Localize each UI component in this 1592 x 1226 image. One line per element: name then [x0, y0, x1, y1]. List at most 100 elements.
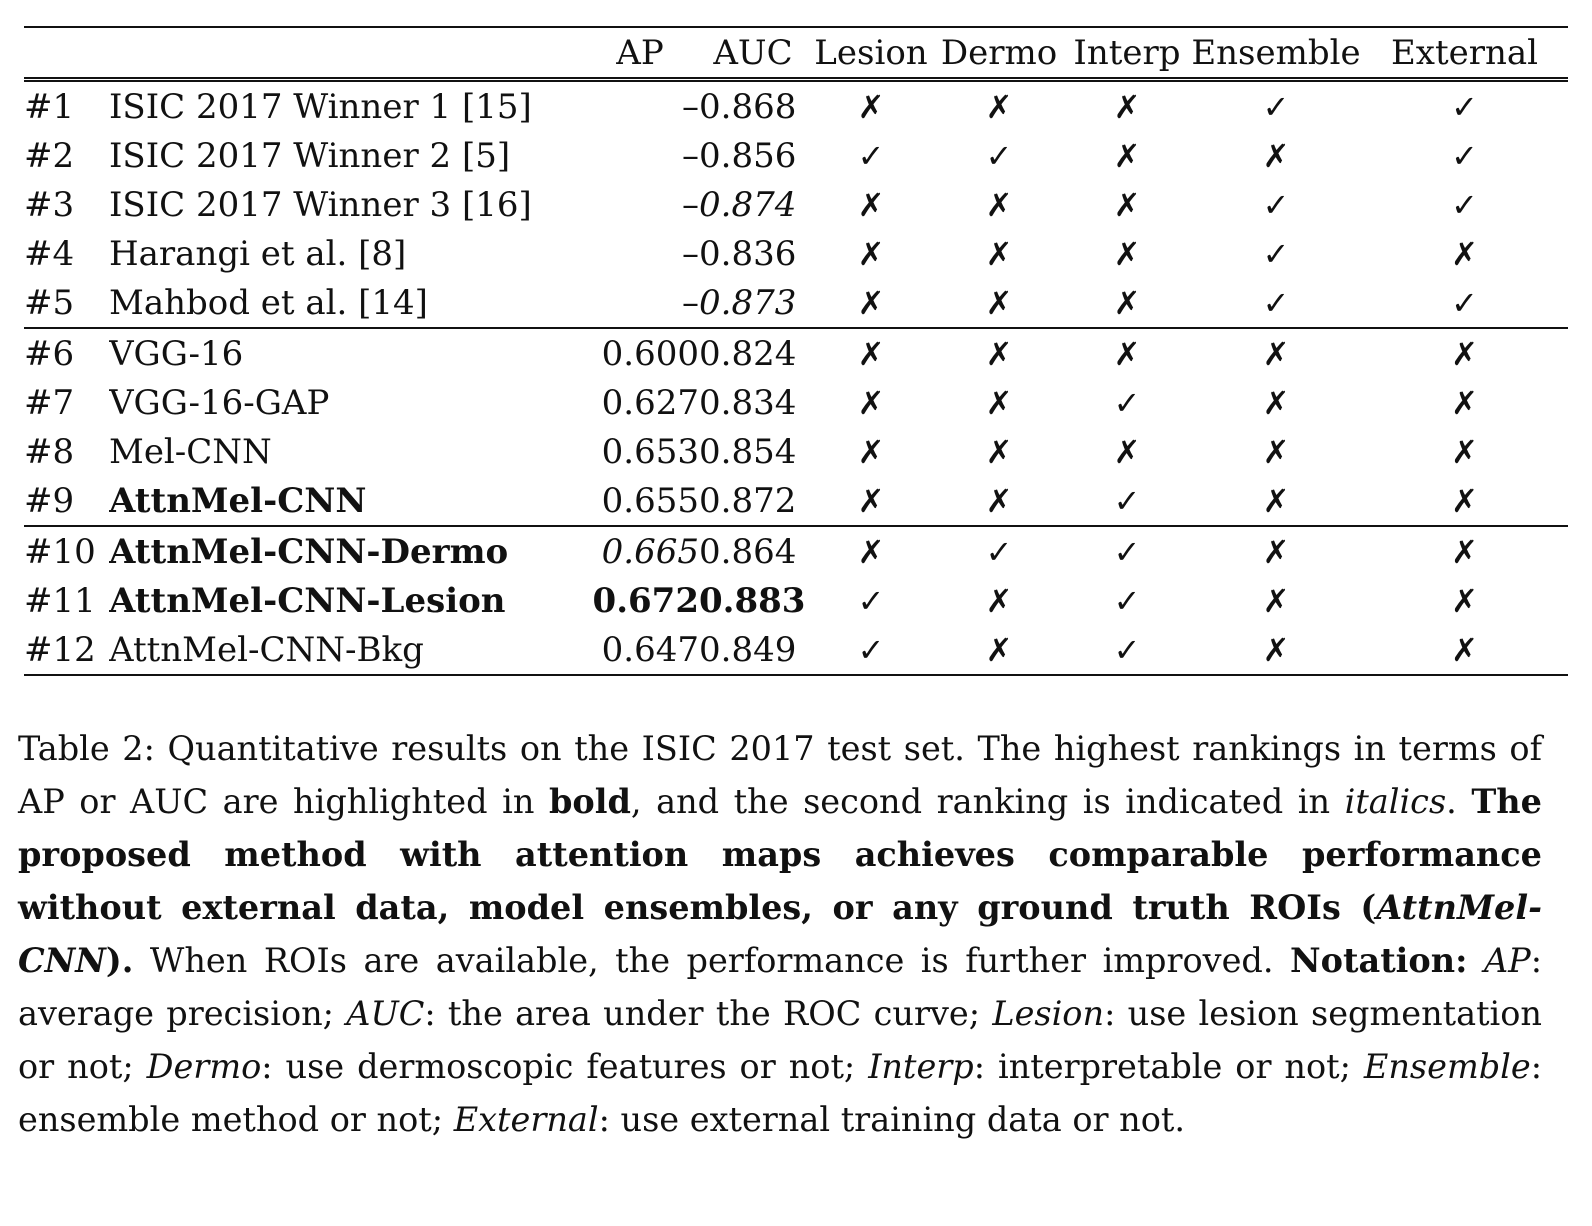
row-auc: 0.872 [699, 480, 797, 521]
row-auc: 0.856 [699, 135, 797, 176]
row-ensemble: ✗ [1262, 383, 1290, 422]
row-method: Mahbod et al. [14] [109, 282, 428, 323]
results-table: AP AUC Lesion Dermo Interp Ensemble Exte… [24, 26, 1568, 676]
table-row: #6 VGG-16 0.600 0.824 ✗ ✗ ✗ ✗ ✗ [24, 327, 1568, 378]
row-external: ✗ [1451, 234, 1478, 273]
row-num: #5 [24, 282, 75, 323]
row-ensemble: ✗ [1191, 327, 1361, 378]
row-dermo: ✗ [985, 234, 1013, 273]
row-ap: 0.655 [601, 480, 699, 521]
row-external: ✗ [1451, 581, 1478, 620]
row-interp: ✗ [1113, 185, 1141, 224]
header-external: External [1390, 32, 1539, 73]
header-ap: AP [616, 32, 664, 73]
row-auc: 0.873 [699, 282, 797, 323]
notation-term: Interp [868, 1047, 974, 1086]
table-row: #3 ISIC 2017 Winner 3 [16] – 0.874 ✗ ✗ ✗… [24, 180, 1568, 229]
notation-term: AUC [346, 994, 425, 1033]
row-num: #11 [24, 580, 96, 621]
row-ensemble: ✓ [1262, 283, 1290, 322]
row-auc: 0.849 [699, 625, 807, 676]
table-row: #9 AttnMel-CNN 0.655 0.872 ✗ ✗ ✓ ✗ ✗ [24, 476, 1568, 526]
row-auc: 0.883 [699, 580, 806, 621]
row-interp: ✗ [1063, 327, 1191, 378]
row-ap: 0.647 [581, 625, 699, 676]
row-dermo: ✗ [985, 481, 1013, 520]
row-method: AttnMel-CNN [109, 480, 367, 521]
row-lesion: ✗ [857, 234, 885, 273]
row-method: AttnMel-CNN-Lesion [109, 580, 506, 621]
caption-italic-word: italics [1344, 782, 1447, 821]
row-ap: 0.627 [601, 382, 699, 423]
row-auc: 0.824 [699, 327, 807, 378]
row-ensemble: ✗ [1191, 625, 1361, 676]
row-lesion: ✗ [857, 432, 885, 471]
caption-text: When ROIs are available, the performance… [133, 941, 1291, 980]
caption-notation-label: Notation: [1290, 941, 1468, 980]
row-num: #9 [24, 480, 75, 521]
row-ensemble: ✓ [1191, 77, 1361, 131]
row-dermo: ✗ [985, 185, 1013, 224]
row-num: #7 [24, 382, 75, 423]
caption-claim-close: ). [105, 941, 134, 980]
table-caption: Table 2: Quantitative results on the ISI… [18, 722, 1542, 1146]
row-method: ISIC 2017 Winner 3 [16] [109, 184, 532, 225]
header-method [109, 27, 581, 80]
row-auc: 0.836 [699, 233, 797, 274]
row-interp: ✗ [1113, 136, 1141, 175]
row-external: ✓ [1361, 77, 1568, 131]
row-lesion: ✗ [807, 327, 935, 378]
row-ensemble: ✗ [1191, 525, 1361, 576]
row-ap: – [581, 77, 699, 131]
notation-term: External [453, 1100, 599, 1139]
table-row: #7 VGG-16-GAP 0.627 0.834 ✗ ✗ ✓ ✗ ✗ [24, 378, 1568, 427]
row-dermo: ✗ [935, 327, 1063, 378]
row-external: ✗ [1361, 625, 1568, 676]
row-external: ✗ [1451, 383, 1478, 422]
row-lesion: ✗ [807, 77, 935, 131]
table-row: #5 Mahbod et al. [14] – 0.873 ✗ ✗ ✗ ✓ ✓ [24, 278, 1568, 328]
table-row: #10 AttnMel-CNN-Dermo 0.665 0.864 ✗ ✓ ✓ … [24, 525, 1568, 576]
notation-term: Ensemble [1363, 1047, 1531, 1086]
row-auc: 0.864 [699, 525, 807, 576]
row-method: AttnMel-CNN-Dermo [109, 525, 581, 576]
row-ap: 0.672 [592, 580, 699, 621]
row-method: VGG-16-GAP [109, 382, 330, 423]
row-method: Mel-CNN [109, 431, 272, 472]
row-external: ✗ [1361, 327, 1568, 378]
row-ensemble: ✗ [1262, 481, 1290, 520]
row-dermo: ✗ [985, 432, 1013, 471]
row-interp: ✗ [1113, 283, 1141, 322]
row-lesion: ✓ [807, 625, 935, 676]
table-row: #1 ISIC 2017 Winner 1 [15] – 0.868 ✗ ✗ ✗… [24, 77, 1568, 131]
row-dermo: ✗ [985, 383, 1013, 422]
row-num: #8 [24, 431, 75, 472]
row-ap: 0.665 [581, 525, 699, 576]
row-interp: ✓ [1113, 383, 1141, 422]
table-row: #12 AttnMel-CNN-Bkg 0.647 0.849 ✓ ✗ ✓ ✗ … [24, 625, 1568, 676]
header-lesion: Lesion [814, 32, 928, 73]
row-external: ✗ [1361, 525, 1568, 576]
caption-text: Table 2: Quantitative results on the ISI… [18, 729, 1542, 821]
header-num [24, 27, 109, 80]
table-row: #4 Harangi et al. [8] – 0.836 ✗ ✗ ✗ ✓ ✗ [24, 229, 1568, 278]
notation-def: : use external training data or not. [598, 1100, 1186, 1139]
row-lesion: ✗ [857, 185, 885, 224]
row-num: #1 [24, 77, 109, 131]
row-ap: 0.600 [581, 327, 699, 378]
row-dermo: ✓ [935, 525, 1063, 576]
row-dermo: ✗ [985, 283, 1013, 322]
row-auc: 0.868 [699, 77, 807, 131]
row-method: ISIC 2017 Winner 1 [15] [109, 77, 581, 131]
row-lesion: ✗ [857, 481, 885, 520]
caption-text: . [1446, 782, 1472, 821]
row-lesion: ✗ [857, 283, 885, 322]
caption-claim: The proposed method with attention maps … [18, 782, 1542, 980]
row-num: #4 [24, 233, 75, 274]
row-num: #10 [24, 525, 109, 576]
row-ap: – [682, 184, 699, 225]
row-interp: ✓ [1063, 625, 1191, 676]
row-external: ✓ [1451, 283, 1478, 322]
row-method: ISIC 2017 Winner 2 [5] [109, 135, 511, 176]
row-method: VGG-16 [109, 327, 581, 378]
